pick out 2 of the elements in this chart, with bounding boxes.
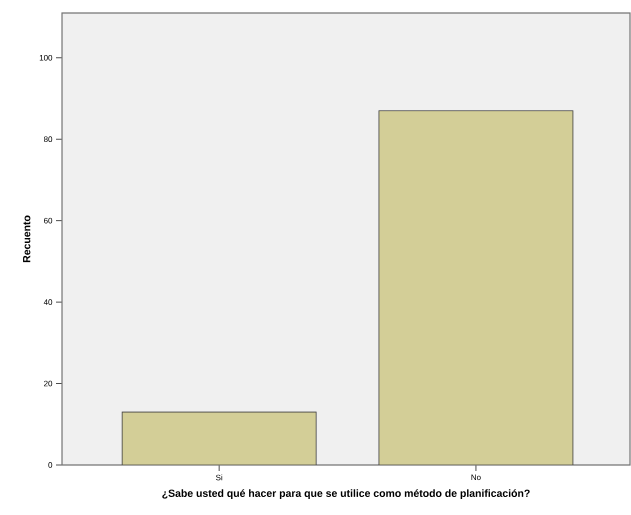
y-axis-title: Recuento xyxy=(23,216,30,262)
x-axis-title: ¿Sabe usted qué hacer para que se utilice como método de planificación? xyxy=(162,489,530,500)
